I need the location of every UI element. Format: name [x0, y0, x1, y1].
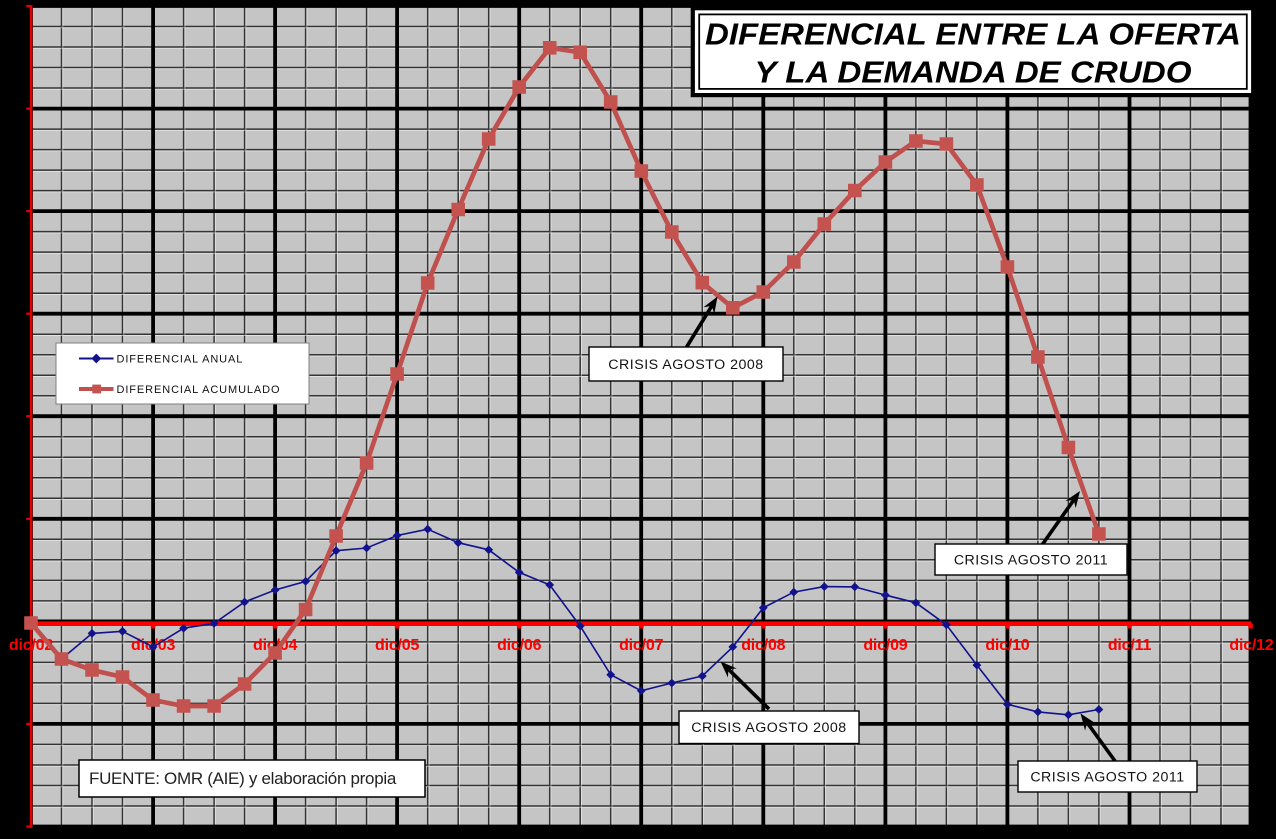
svg-text:dic/09: dic/09 — [863, 637, 907, 654]
svg-text:dic/04: dic/04 — [253, 637, 297, 654]
svg-text:DIFERENCIAL ENTRE LA OFERTA: DIFERENCIAL ENTRE LA OFERTA — [705, 17, 1241, 52]
svg-text:CRISIS AGOSTO 2011: CRISIS AGOSTO 2011 — [1030, 770, 1184, 786]
svg-text:dic/11: dic/11 — [1108, 637, 1152, 654]
svg-text:CRISIS AGOSTO 2008: CRISIS AGOSTO 2008 — [691, 720, 846, 736]
svg-text:dic/10: dic/10 — [985, 637, 1029, 654]
svg-text:dic/05: dic/05 — [375, 637, 419, 654]
svg-text:FUENTE: OMR (AIE) y elaboració: FUENTE: OMR (AIE) y elaboración propia — [89, 769, 397, 788]
svg-text:dic/08: dic/08 — [741, 637, 785, 654]
svg-text:dic/06: dic/06 — [497, 637, 541, 654]
svg-text:DIFERENCIAL ACUMULADO: DIFERENCIAL ACUMULADO — [117, 384, 281, 396]
svg-text:CRISIS AGOSTO 2008: CRISIS AGOSTO 2008 — [608, 357, 763, 373]
svg-text:dic/02: dic/02 — [9, 637, 53, 654]
svg-text:DIFERENCIAL ANUAL: DIFERENCIAL ANUAL — [117, 354, 244, 366]
svg-text:dic/12: dic/12 — [1229, 637, 1273, 654]
svg-text:dic/07: dic/07 — [619, 637, 663, 654]
svg-text:Y LA DEMANDA DE CRUDO: Y LA DEMANDA DE CRUDO — [755, 55, 1192, 90]
svg-text:CRISIS AGOSTO 2011: CRISIS AGOSTO 2011 — [954, 553, 1108, 569]
